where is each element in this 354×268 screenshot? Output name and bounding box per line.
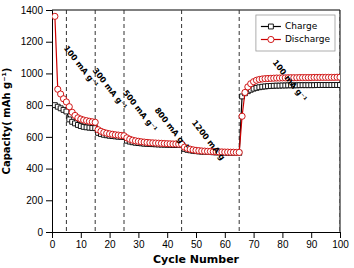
rate-divider xyxy=(239,10,240,232)
x-tick-label: 10 xyxy=(76,239,88,250)
y-tick: 200 xyxy=(26,195,52,206)
x-tick-label: 80 xyxy=(277,239,289,250)
legend-marker xyxy=(268,36,274,42)
y-tick-label: 600 xyxy=(26,132,43,143)
rate-label: 100 mA g⁻¹ xyxy=(271,58,309,104)
legend-label: Charge xyxy=(285,21,318,31)
x-tick: 100 xyxy=(332,232,349,250)
y-tick-mark xyxy=(46,137,52,138)
annotations: 100 mA g⁻¹300 mA g⁻¹500 mA g⁻¹800 mA g⁻¹… xyxy=(62,44,309,162)
y-tick: 800 xyxy=(26,100,52,111)
y-tick: 400 xyxy=(26,163,52,174)
x-tick-mark xyxy=(138,232,139,238)
y-tick-label: 1200 xyxy=(21,36,44,47)
x-tick-mark xyxy=(110,232,111,238)
x-tick: 70 xyxy=(249,232,261,250)
x-tick: 0 xyxy=(50,232,56,250)
x-tick-mark xyxy=(311,232,312,238)
y-tick-mark xyxy=(46,200,52,201)
data-point xyxy=(52,13,58,19)
x-axis-title: Cycle Number xyxy=(153,253,240,266)
x-tick-label: 20 xyxy=(105,239,117,250)
y-tick: 1400 xyxy=(21,5,52,16)
plot-area: 0102030405060708090100020040060080010001… xyxy=(1,5,349,266)
rate-divider xyxy=(124,10,125,232)
y-axis-title: Capacity( mAh g⁻¹) xyxy=(1,68,12,175)
y-tick-mark xyxy=(46,10,52,11)
x-tick: 50 xyxy=(191,232,203,250)
plot-frame xyxy=(52,10,340,232)
y-axis-line xyxy=(46,11,53,233)
rate-label: 1200 mA g xyxy=(190,119,227,163)
rate-divider xyxy=(340,10,341,232)
x-tick-label: 50 xyxy=(191,239,203,250)
x-tick-mark xyxy=(340,232,341,238)
y-axis: 0 200 400 600 800 1000 1200 1400 xyxy=(21,5,53,238)
y-tick-label: 1000 xyxy=(21,68,44,79)
y-tick: 0 xyxy=(37,227,52,238)
rate-divider xyxy=(181,10,182,232)
y-tick-mark xyxy=(46,105,52,106)
x-tick-mark xyxy=(167,232,168,238)
y-tick-mark xyxy=(46,73,52,74)
x-tick-label: 30 xyxy=(133,239,145,250)
y-tick-mark xyxy=(46,232,52,233)
x-tick-label: 60 xyxy=(220,239,232,250)
y-tick-label: 1400 xyxy=(21,5,44,16)
x-tick: 30 xyxy=(133,232,145,250)
legend: Charge Discharge xyxy=(256,15,335,51)
chart: 0102030405060708090100020040060080010001… xyxy=(0,0,354,268)
series-1 xyxy=(52,13,340,155)
x-tick-label: 100 xyxy=(332,239,349,250)
x-tick-label: 40 xyxy=(162,239,174,250)
x-axis: 0 10 20 30 40 50 60 70 80 90 100 xyxy=(50,232,350,250)
x-tick: 20 xyxy=(105,232,117,250)
x-tick: 90 xyxy=(306,232,318,250)
legend-marker xyxy=(268,24,273,29)
x-tick-label: 0 xyxy=(50,239,56,250)
x-tick-mark xyxy=(196,232,197,238)
rate-label: 800 mA g⁻¹ xyxy=(153,106,191,152)
legend-item: Charge xyxy=(261,21,318,31)
y-tick-mark xyxy=(46,42,52,43)
x-tick-label: 90 xyxy=(306,239,318,250)
data-point xyxy=(239,113,245,119)
rate-label: 100 mA g⁻¹ xyxy=(62,44,100,90)
y-tick: 1000 xyxy=(21,68,52,79)
x-tick-mark xyxy=(282,232,283,238)
x-tick-mark xyxy=(254,232,255,238)
y-tick-mark xyxy=(46,169,52,170)
x-tick-mark xyxy=(81,232,82,238)
y-tick-label: 200 xyxy=(26,195,43,206)
legend-label: Discharge xyxy=(285,34,331,44)
x-tick: 10 xyxy=(76,232,88,250)
y-tick: 600 xyxy=(26,132,52,143)
y-tick-label: 800 xyxy=(26,100,43,111)
y-tick-label: 0 xyxy=(37,227,43,238)
legend-item: Discharge xyxy=(261,34,331,44)
data-point xyxy=(236,149,242,155)
data-point xyxy=(92,119,98,125)
data-layer xyxy=(52,10,340,232)
legend-box xyxy=(256,15,335,51)
y-tick-label: 400 xyxy=(26,163,43,174)
x-axis-line xyxy=(53,233,341,239)
x-tick: 60 xyxy=(220,232,232,250)
rate-label: 300 mA g⁻¹ xyxy=(91,66,129,112)
x-tick: 40 xyxy=(162,232,174,250)
x-tick: 80 xyxy=(277,232,289,250)
data-point xyxy=(337,74,340,80)
x-tick-label: 70 xyxy=(249,239,261,250)
data-point xyxy=(338,83,340,88)
y-tick: 1200 xyxy=(21,36,52,47)
x-tick-mark xyxy=(225,232,226,238)
